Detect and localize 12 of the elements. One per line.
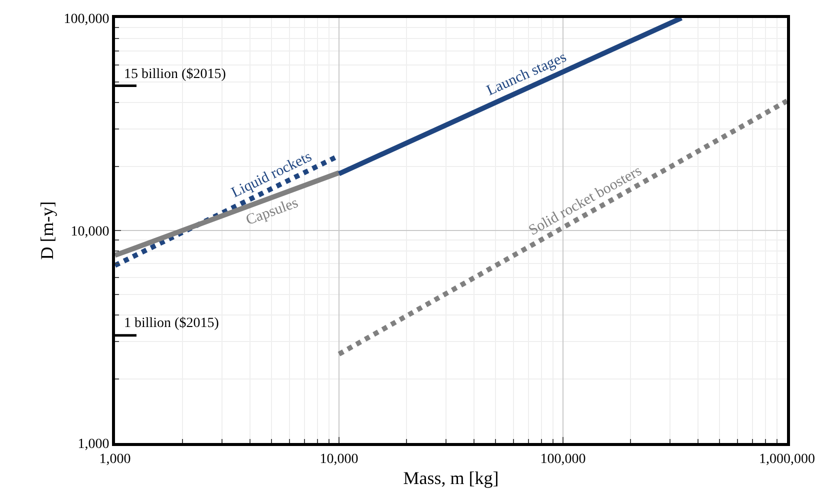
x-tick-label: 1,000 [99, 452, 131, 467]
x-axis-title: Mass, m [kg] [403, 468, 499, 488]
ref-line-label: 15 billion ($2015) [124, 67, 226, 82]
ref-line-label: 1 billion ($2015) [124, 316, 220, 331]
x-tick-label: 1,000,000 [759, 452, 815, 467]
y-tick-label: 10,000 [70, 224, 110, 240]
x-tick-label: 10,000 [320, 452, 358, 467]
y-tick-label: 100,000 [64, 12, 110, 27]
x-tick-label: 100,000 [540, 452, 586, 467]
y-tick-label: 1,000 [78, 436, 110, 452]
y-axis-title: D [m-y] [36, 201, 57, 260]
text: Capsules [244, 195, 301, 229]
